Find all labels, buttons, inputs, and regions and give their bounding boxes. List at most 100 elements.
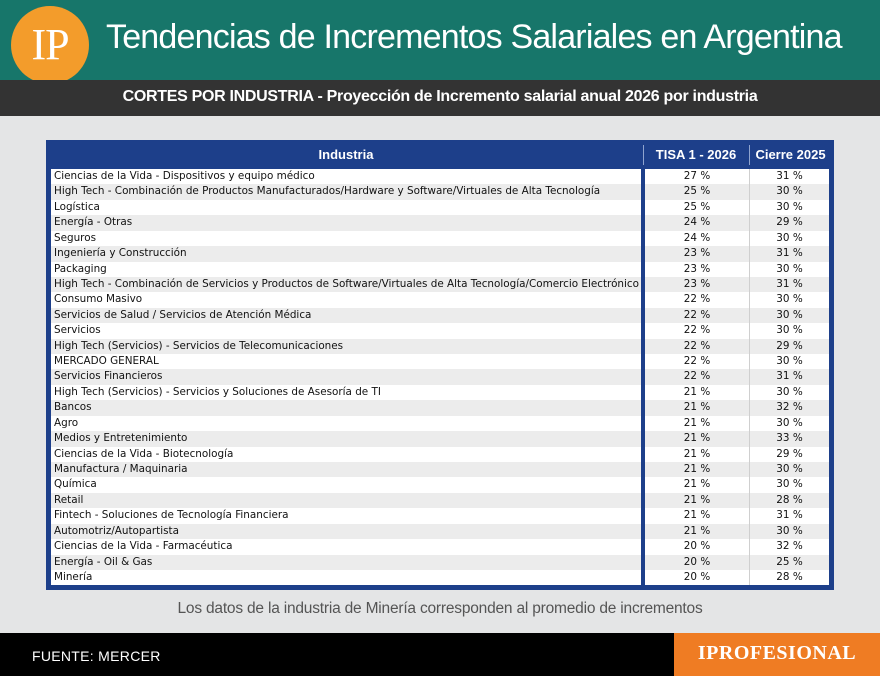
cell-tisa-2026: 27 %: [683, 170, 711, 182]
table-row-industry: Logística: [54, 200, 100, 213]
industry-column-panel: Ciencias de la Vida - Dispositivos y equ…: [49, 167, 643, 587]
cell-cierre-2025: 28 %: [749, 569, 829, 586]
table-row-values: 25 % 30 %: [645, 184, 829, 200]
cell-cierre-2025: 30 %: [749, 292, 829, 308]
column-header-cierre-2025: Cierre 2025: [755, 147, 826, 162]
cell-cierre-2025: 30 %: [749, 199, 829, 216]
table-row-values: 22 % 30 %: [645, 307, 829, 324]
cell-tisa-2026: 23 %: [683, 262, 711, 275]
table-row-industry: Automotriz/Autopartista: [51, 523, 641, 540]
cell-tisa-2026: 21 %: [683, 524, 711, 537]
table-row-values: 23 % 30 %: [645, 261, 829, 277]
cell-tisa-2026: 22 %: [683, 339, 711, 352]
table-row-values: 23 % 31 %: [645, 276, 829, 293]
cell-tisa-2026: 24 %: [683, 216, 711, 229]
cell-tisa-2026: 20 %: [683, 540, 711, 553]
table-row-values: 21 % 28 %: [645, 492, 829, 509]
cell-tisa-2026: 23 %: [683, 277, 711, 290]
cell-tisa-2026: 22 %: [683, 370, 711, 383]
cell-cierre-2025: 30 %: [749, 307, 829, 324]
ip-logo: IP: [11, 6, 89, 84]
footer-bar: FUENTE: MERCER IPROFESIONAL: [0, 633, 880, 676]
cell-tisa-2026: 21 %: [683, 509, 711, 522]
table-row-values: 21 % 30 %: [645, 523, 829, 540]
cell-tisa-2026: 20 %: [683, 570, 711, 583]
table-row-values: 21 % 30 %: [645, 415, 829, 432]
cell-tisa-2026: 22 %: [683, 308, 711, 321]
table-row-industry: Manufactura / Maquinaria: [51, 462, 641, 478]
table-row-values: 22 % 29 %: [645, 338, 829, 355]
cell-cierre-2025: 29 %: [749, 338, 829, 355]
value-rows: 27 % 31 % 25 % 30 % 25 % 30 % 24 % 29 % 24 % 30 %…: [645, 169, 829, 586]
cell-cierre-2025: 32 %: [749, 539, 829, 555]
cell-tisa-2026: 21 %: [683, 447, 711, 460]
table-row-values: 21 % 30 %: [645, 477, 829, 493]
table-row-industry: Química: [54, 478, 97, 491]
table-row-values: 21 % 32 %: [645, 400, 829, 416]
cell-cierre-2025: 31 %: [749, 246, 829, 262]
footnote: Los datos de la industria de Minería cor…: [177, 600, 703, 617]
cell-tisa-2026: 21 %: [683, 463, 711, 476]
cell-tisa-2026: 21 %: [683, 478, 711, 491]
table-row-industry: Medios y Entretenimiento: [51, 431, 641, 447]
cell-tisa-2026: 23 %: [683, 247, 711, 260]
table-row-industry: High Tech - Combinación de Productos Man…: [51, 184, 641, 200]
source-label: FUENTE: MERCER: [32, 648, 161, 664]
header-divider: [749, 145, 750, 165]
subheader-bar: CORTES POR INDUSTRIA - Proyección de Inc…: [0, 80, 880, 116]
cell-cierre-2025: 31 %: [749, 169, 829, 185]
cell-tisa-2026: 25 %: [683, 185, 711, 198]
table-row-values: 22 % 30 %: [645, 354, 829, 370]
cell-tisa-2026: 21 %: [683, 385, 711, 398]
table-row-values: 25 % 30 %: [645, 199, 829, 216]
table-row-values: 21 % 33 %: [645, 431, 829, 447]
cell-tisa-2026: 21 %: [683, 401, 711, 414]
table-row-industry: Ciencias de la Vida - Farmacéutica: [54, 540, 233, 553]
table-row-industry: MERCADO GENERAL: [54, 355, 159, 368]
page-title: Tendencias de Incrementos Salariales en …: [106, 18, 843, 56]
page-subtitle: CORTES POR INDUSTRIA - Proyección de Inc…: [122, 88, 758, 105]
table-row-industry: Energía - Otras: [51, 215, 641, 231]
cell-tisa-2026: 21 %: [683, 416, 711, 429]
cell-cierre-2025: 30 %: [749, 415, 829, 432]
cell-cierre-2025: 31 %: [749, 276, 829, 293]
table-row-values: 21 % 30 %: [645, 462, 829, 478]
iprofesional-logo: IPROFESIONAL: [697, 642, 857, 664]
cell-tisa-2026: 22 %: [683, 355, 711, 368]
column-header-tisa-2026: TISA 1 - 2026: [655, 147, 737, 162]
cell-cierre-2025: 30 %: [749, 384, 829, 401]
brand-box: IPROFESIONAL: [674, 633, 880, 676]
table-row-industry: Fintech - Soluciones de Tecnología Finan…: [54, 509, 289, 522]
table-row-industry: High Tech - Combinación de Servicios y P…: [51, 276, 641, 293]
header-bar: IP Tendencias de Incrementos Salariales …: [0, 0, 880, 84]
cell-tisa-2026: 25 %: [683, 200, 711, 213]
cell-cierre-2025: 29 %: [749, 215, 829, 231]
table-row-industry: Consumo Masivo: [54, 293, 143, 306]
table-row-values: 20 % 28 %: [645, 569, 829, 586]
table-row-values: 20 % 32 %: [645, 539, 829, 555]
cell-cierre-2025: 32 %: [749, 400, 829, 416]
table-row-values: 24 % 30 %: [645, 230, 829, 247]
table-row-values: 22 % 30 %: [645, 292, 829, 308]
cell-cierre-2025: 31 %: [749, 508, 829, 524]
table-row-industry: Ciencias de la Vida - Dispositivos y equ…: [54, 170, 315, 182]
column-header-industria: Industria: [318, 147, 374, 162]
cell-cierre-2025: 30 %: [749, 462, 829, 478]
table-row-industry: Minería: [54, 570, 93, 583]
cell-cierre-2025: 25 %: [749, 554, 829, 570]
cell-cierre-2025: 30 %: [749, 523, 829, 540]
cell-tisa-2026: 24 %: [683, 231, 711, 244]
table-row-industry: Packaging: [54, 262, 107, 275]
table-row-industry: High Tech (Servicios) - Servicios de Tel…: [51, 338, 641, 355]
table-row-industry: Agro: [54, 416, 79, 429]
table-row-values: 21 % 31 %: [645, 508, 829, 524]
table-row-industry: Bancos: [51, 400, 641, 416]
cell-cierre-2025: 30 %: [749, 184, 829, 200]
table-row-values: 22 % 30 %: [645, 323, 829, 339]
table-row-industry: Ciencias de la Vida - Biotecnología: [54, 447, 234, 460]
table-row-values: 21 % 30 %: [645, 384, 829, 401]
table-row-industry: Ingeniería y Construcción: [51, 246, 641, 262]
table-row-industry: Energía - Oil & Gas: [51, 554, 641, 570]
cell-cierre-2025: 31 %: [749, 369, 829, 385]
cell-tisa-2026: 22 %: [683, 324, 711, 337]
